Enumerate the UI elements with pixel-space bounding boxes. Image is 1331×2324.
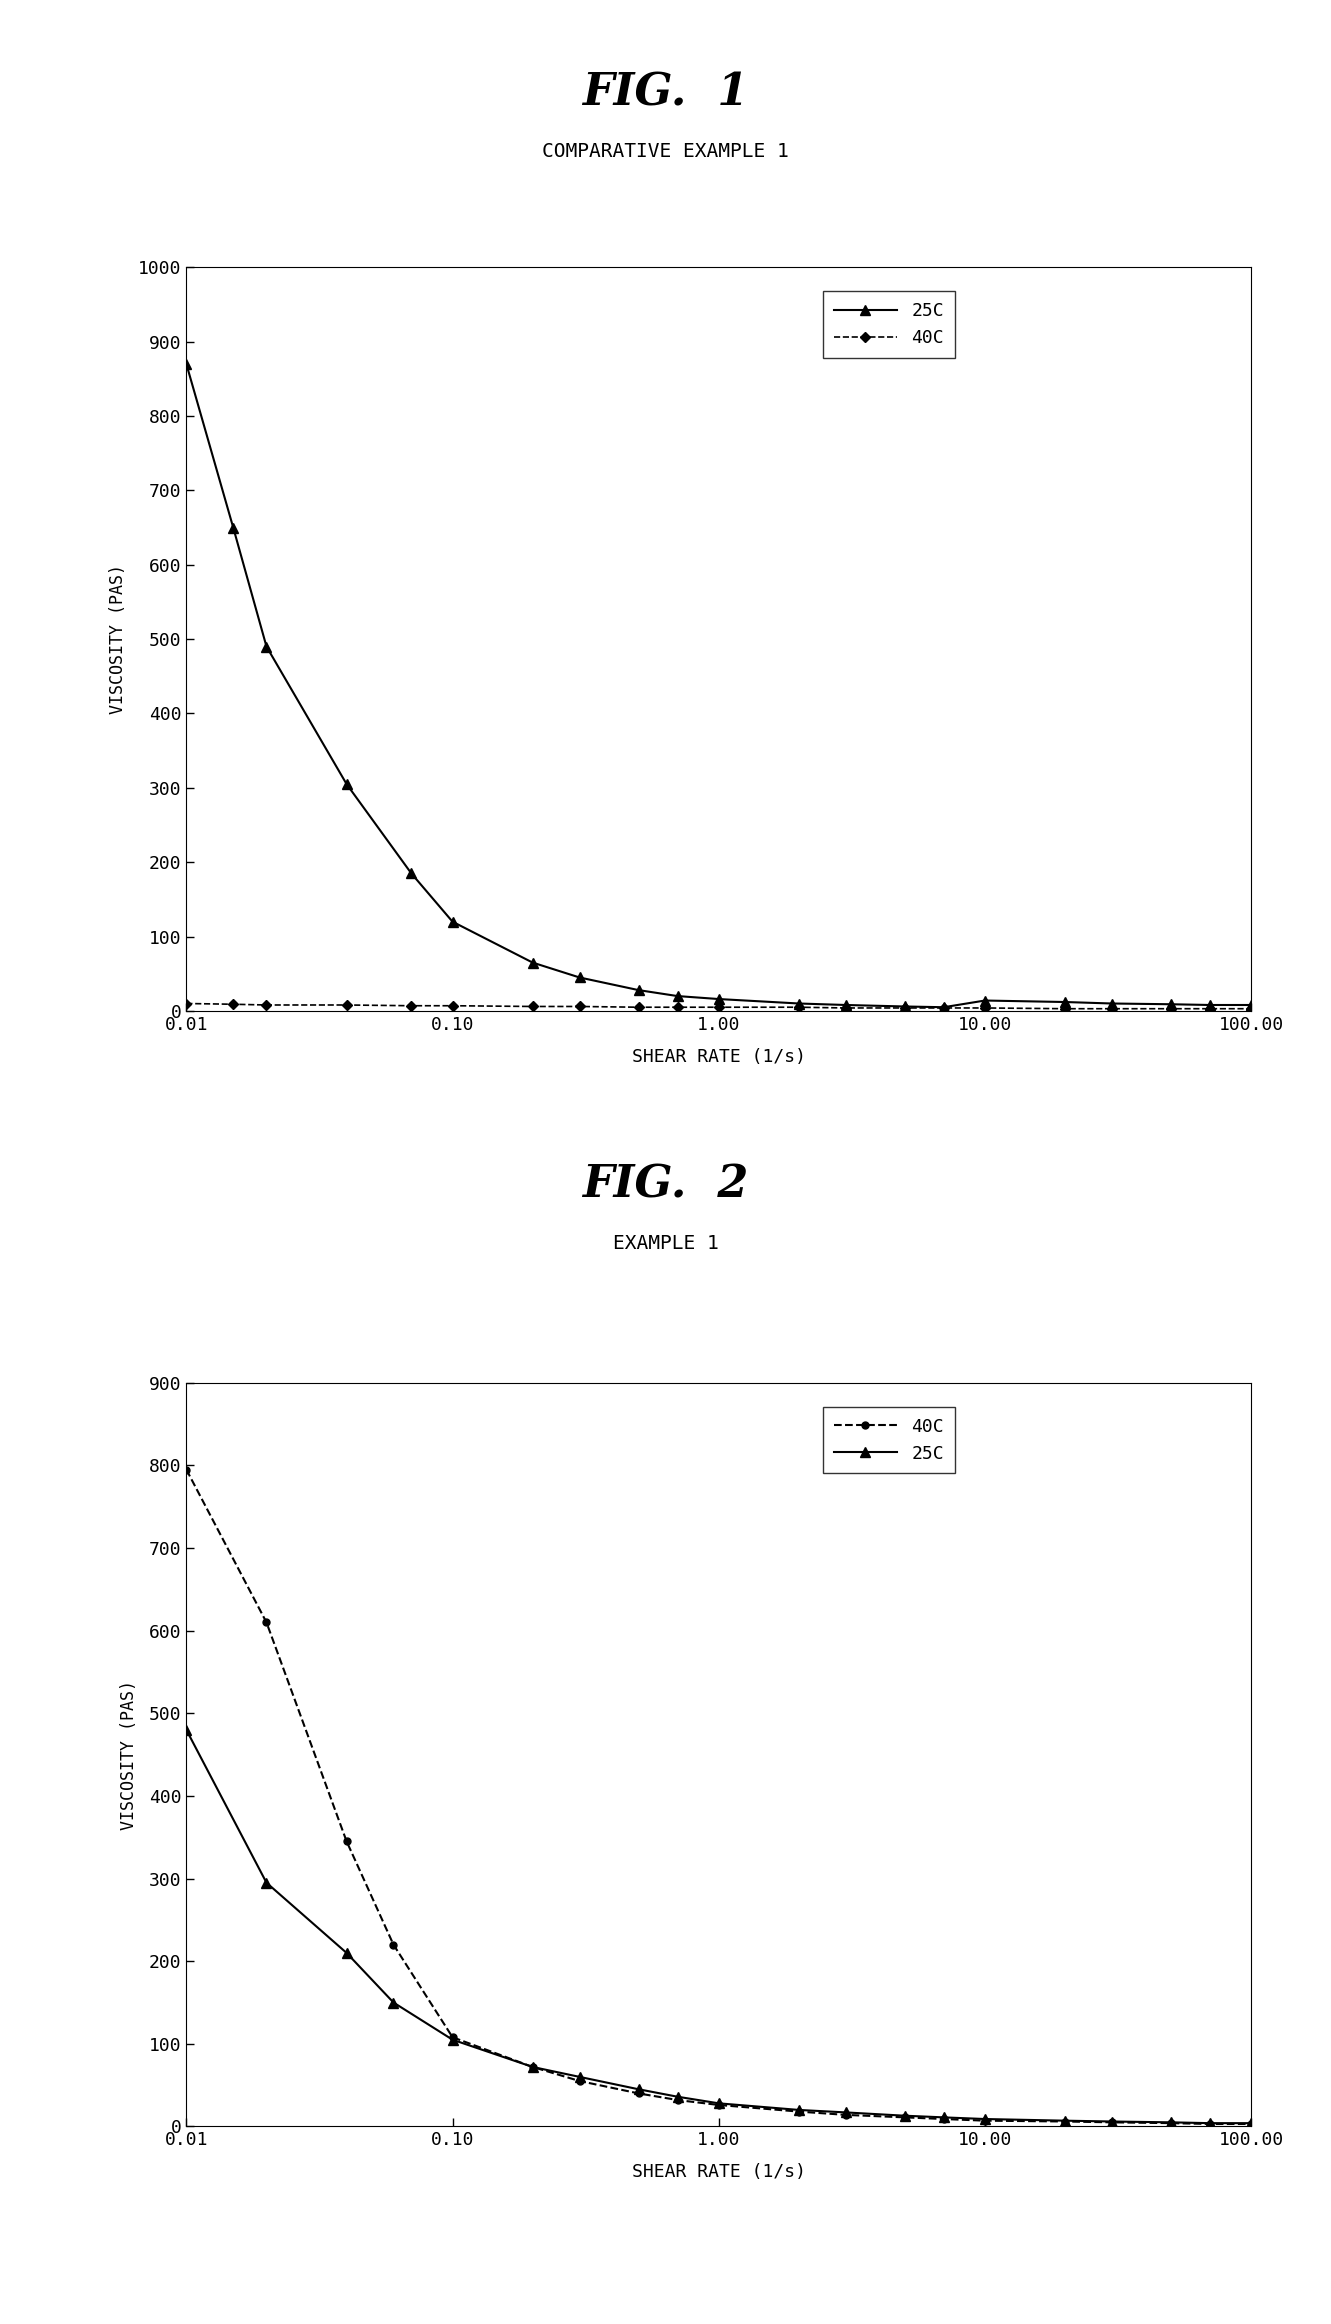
25C <box>977 2106 993 2133</box>
25C <box>258 1868 274 1896</box>
Text: COMPARATIVE EXAMPLE 1: COMPARATIVE EXAMPLE 1 <box>542 142 789 160</box>
X-axis label: SHEAR RATE (1/s): SHEAR RATE (1/s) <box>632 2164 805 2182</box>
25C <box>571 2064 587 2092</box>
25C <box>1243 2110 1259 2138</box>
40C <box>258 990 274 1018</box>
40C <box>338 1827 354 1855</box>
40C <box>837 995 853 1023</box>
Text: FIG.  2: FIG. 2 <box>583 1164 748 1206</box>
25C <box>524 948 540 976</box>
Text: FIG.  1: FIG. 1 <box>583 72 748 114</box>
25C <box>837 990 853 1018</box>
40C <box>977 2108 993 2136</box>
40C <box>1057 2108 1073 2136</box>
40C <box>669 2087 685 2115</box>
25C <box>669 983 685 1011</box>
Legend: 40C, 25C: 40C, 25C <box>823 1406 954 1473</box>
40C <box>524 2052 540 2080</box>
25C <box>258 632 274 660</box>
25C <box>791 2096 807 2124</box>
40C <box>178 990 194 1018</box>
25C <box>178 351 194 379</box>
25C <box>1057 2108 1073 2136</box>
25C <box>631 2075 647 2103</box>
40C <box>524 992 540 1020</box>
40C <box>1163 2110 1179 2138</box>
25C <box>1163 2108 1179 2136</box>
25C <box>669 2082 685 2110</box>
40C <box>791 2099 807 2126</box>
40C <box>1057 995 1073 1023</box>
40C <box>791 992 807 1020</box>
40C <box>386 1931 402 1959</box>
40C <box>1243 2110 1259 2138</box>
25C <box>571 964 587 992</box>
Line: 40C: 40C <box>182 1466 1255 2126</box>
25C <box>225 514 241 541</box>
25C <box>631 976 647 1004</box>
40C <box>711 2092 727 2119</box>
Line: 25C: 25C <box>181 360 1256 1011</box>
25C <box>1057 988 1073 1016</box>
40C <box>897 995 913 1023</box>
25C <box>1202 2110 1218 2138</box>
40C <box>1103 995 1119 1023</box>
Text: EXAMPLE 1: EXAMPLE 1 <box>612 1234 719 1253</box>
40C <box>1243 995 1259 1023</box>
25C <box>445 909 461 937</box>
40C <box>631 2080 647 2108</box>
25C <box>1103 2108 1119 2136</box>
40C <box>571 2066 587 2094</box>
40C <box>445 2024 461 2052</box>
25C <box>1163 990 1179 1018</box>
25C <box>936 2103 952 2131</box>
25C <box>897 2101 913 2129</box>
25C <box>1243 990 1259 1018</box>
40C <box>897 2103 913 2131</box>
25C <box>1103 990 1119 1018</box>
25C <box>338 769 354 797</box>
Y-axis label: VISCOSITY (PAS): VISCOSITY (PAS) <box>109 565 126 713</box>
40C <box>837 2101 853 2129</box>
40C <box>936 995 952 1023</box>
25C <box>711 2089 727 2117</box>
25C <box>524 2052 540 2080</box>
40C <box>571 992 587 1020</box>
40C <box>258 1608 274 1636</box>
40C <box>1202 995 1218 1023</box>
40C <box>1202 2110 1218 2138</box>
25C <box>791 990 807 1018</box>
40C <box>403 992 419 1020</box>
25C <box>338 1938 354 1966</box>
25C <box>897 992 913 1020</box>
Line: 40C: 40C <box>182 999 1255 1013</box>
25C <box>936 992 952 1020</box>
25C <box>837 2099 853 2126</box>
40C <box>669 992 685 1020</box>
40C <box>631 992 647 1020</box>
25C <box>711 985 727 1013</box>
Legend: 25C, 40C: 25C, 40C <box>823 290 954 358</box>
40C <box>178 1455 194 1483</box>
40C <box>445 992 461 1020</box>
25C <box>178 1715 194 1743</box>
40C <box>936 2106 952 2133</box>
25C <box>445 2027 461 2054</box>
25C <box>1202 990 1218 1018</box>
40C <box>225 990 241 1018</box>
40C <box>977 995 993 1023</box>
40C <box>711 992 727 1020</box>
40C <box>1103 2108 1119 2136</box>
25C <box>386 1989 402 2017</box>
Line: 25C: 25C <box>181 1724 1256 2129</box>
40C <box>338 990 354 1018</box>
25C <box>403 860 419 888</box>
Y-axis label: VISCOSITY (PAS): VISCOSITY (PAS) <box>120 1680 137 1829</box>
25C <box>977 988 993 1016</box>
40C <box>1163 995 1179 1023</box>
X-axis label: SHEAR RATE (1/s): SHEAR RATE (1/s) <box>632 1048 805 1067</box>
